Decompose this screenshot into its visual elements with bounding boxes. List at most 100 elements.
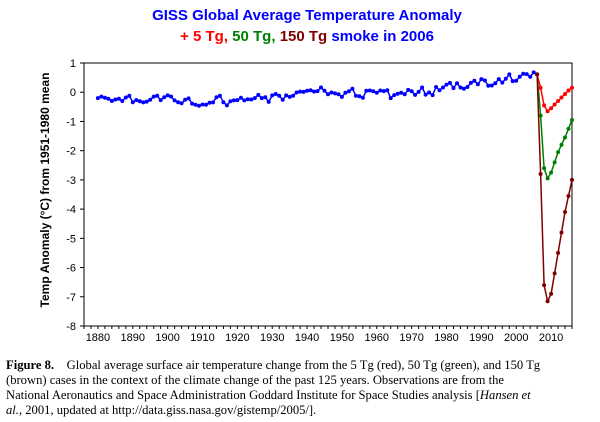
data-point	[556, 250, 561, 255]
data-point	[197, 103, 201, 108]
data-point	[381, 89, 386, 94]
data-point	[437, 88, 442, 93]
data-point	[399, 90, 404, 95]
data-point	[563, 92, 567, 96]
data-point	[217, 93, 222, 98]
data-point	[448, 80, 452, 85]
data-point	[242, 98, 247, 103]
x-tick-label: 1910	[190, 332, 214, 344]
caption-figure-label: Figure 8.	[6, 358, 55, 372]
x-tick-label: 1950	[330, 332, 354, 344]
data-point	[413, 92, 418, 97]
data-point	[162, 95, 167, 100]
data-point	[137, 99, 142, 104]
subtitle-part-3: smoke in 2006	[331, 28, 434, 45]
y-tick-label: -4	[66, 204, 76, 216]
x-tick-label: 1930	[260, 332, 284, 344]
data-point	[102, 95, 107, 100]
data-point	[238, 95, 243, 100]
data-point	[312, 89, 317, 94]
data-point	[468, 80, 473, 85]
data-point	[256, 92, 261, 97]
data-point	[409, 89, 414, 94]
data-point	[486, 83, 491, 88]
data-point	[517, 74, 522, 79]
data-point	[535, 72, 540, 77]
data-point	[130, 100, 135, 105]
data-point	[416, 89, 421, 94]
data-point	[427, 90, 432, 95]
data-point	[507, 72, 512, 77]
data-point	[165, 93, 170, 98]
subtitle-part-1: 50 Tg,	[232, 28, 280, 45]
data-point	[545, 299, 550, 304]
data-point	[482, 78, 487, 83]
data-point	[336, 92, 341, 97]
data-point	[315, 89, 320, 94]
data-point	[322, 88, 327, 93]
series-3	[535, 72, 574, 304]
y-tick-label: -5	[66, 233, 76, 245]
data-point	[207, 100, 212, 105]
data-point	[273, 92, 278, 96]
data-point	[350, 86, 355, 91]
data-point	[298, 89, 303, 94]
data-point	[224, 103, 229, 108]
data-point	[333, 91, 337, 96]
data-point	[521, 71, 526, 76]
data-point	[542, 103, 547, 108]
data-point	[176, 100, 181, 105]
data-point	[367, 88, 372, 93]
data-point	[228, 99, 233, 104]
data-point	[552, 271, 557, 276]
data-point	[542, 166, 547, 171]
data-point	[461, 86, 466, 91]
data-point	[538, 113, 543, 118]
x-tick-label: 1980	[434, 332, 458, 344]
data-point	[528, 74, 533, 79]
data-point	[305, 88, 310, 93]
data-point	[556, 150, 561, 155]
data-point	[570, 177, 574, 182]
data-point	[123, 95, 128, 100]
data-point	[563, 210, 567, 214]
caption-citation-etal: al.	[6, 403, 19, 417]
data-point	[357, 94, 362, 99]
data-point	[343, 90, 348, 95]
data-point	[144, 99, 149, 104]
data-point	[116, 96, 121, 101]
caption-citation-author: Hansen et	[479, 388, 531, 402]
data-point	[378, 88, 383, 93]
data-point	[402, 92, 407, 97]
data-point	[472, 78, 477, 83]
data-point	[231, 98, 236, 103]
y-tick-label: -8	[66, 321, 76, 333]
figure-caption: Figure 8. Global average surface air tem…	[6, 358, 600, 422]
data-point	[552, 102, 557, 107]
chart-subtitle: + 5 Tg, 50 Tg, 150 Tg smoke in 2006	[180, 28, 434, 45]
data-point	[186, 96, 191, 101]
data-point	[559, 230, 564, 235]
data-point	[284, 93, 289, 98]
data-point	[538, 172, 543, 176]
data-point	[141, 100, 146, 105]
temperature-anomaly-chart: GISS Global Average Temperature Anomaly …	[38, 7, 574, 344]
subtitle-part-0: + 5 Tg,	[180, 28, 232, 45]
chart-title: GISS Global Average Temperature Anomaly	[152, 7, 462, 24]
data-point	[120, 99, 125, 103]
x-tick-label: 1970	[399, 332, 423, 344]
data-point	[552, 160, 557, 165]
data-point	[319, 85, 323, 90]
data-point	[106, 96, 111, 101]
data-point	[329, 90, 334, 95]
data-point	[559, 95, 564, 100]
plot-area-frame	[83, 62, 573, 327]
caption-line-1: Global average surface air temperature c…	[66, 358, 541, 372]
data-point	[151, 94, 156, 99]
data-point	[395, 91, 400, 96]
data-point	[423, 92, 428, 97]
data-point	[388, 96, 393, 101]
data-point	[294, 90, 299, 95]
data-point	[200, 102, 205, 107]
caption-line-2: (brown) cases in the context of the clim…	[6, 373, 504, 387]
